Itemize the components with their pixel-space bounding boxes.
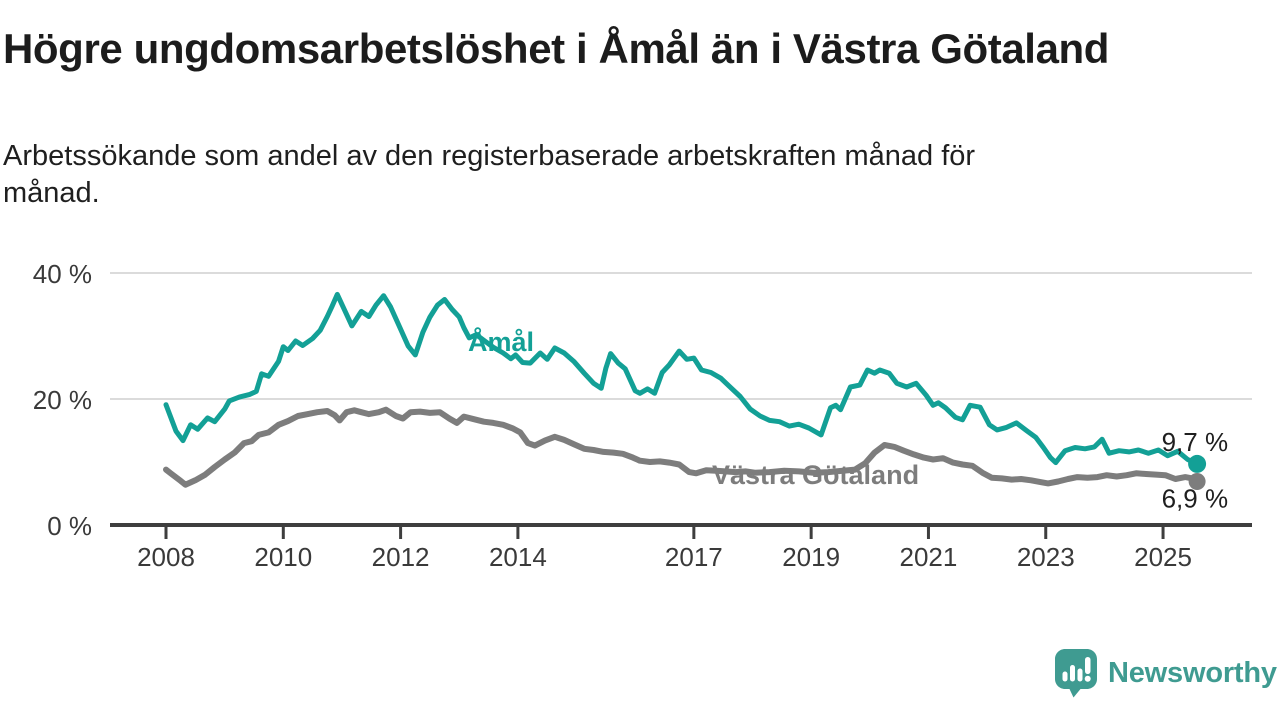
x-tick-label: 2008 — [137, 542, 195, 572]
series-end-dot-vastra-gotaland — [1188, 473, 1206, 490]
logo-bar-3 — [1077, 668, 1083, 682]
series-label-amal: Åmål — [468, 326, 534, 357]
y-tick-label: 20 % — [33, 385, 92, 415]
speech-bubble-shape — [1055, 649, 1097, 698]
chart-subtitle: Arbetssökande som andel av den registerb… — [3, 138, 1220, 212]
x-tick-label: 2023 — [1017, 542, 1075, 572]
newsworthy-logo-text: Newsworthy — [1108, 656, 1277, 689]
series-line-vastra-gotaland — [163, 406, 1201, 488]
end-value-label-vastra-gotaland: 6,9 % — [1162, 484, 1229, 514]
logo-bar-1 — [1062, 671, 1068, 682]
series-end-dot-amal — [1188, 454, 1207, 473]
unemployment-line-chart: 40 % 20 % 0 % 2008 2010 2012 2014 2017 2019 2021 2… — [33, 259, 1252, 572]
x-tick-label: 2025 — [1134, 542, 1192, 572]
y-tick-label: 0 % — [47, 511, 92, 541]
logo-exclamation-bar — [1085, 657, 1091, 674]
end-value-label-amal: 9,7 % — [1162, 427, 1229, 457]
x-tick-label: 2021 — [900, 542, 958, 572]
x-tick-label: 2019 — [782, 542, 840, 572]
newsworthy-logo-icon — [1055, 649, 1097, 698]
x-tick-label: 2012 — [372, 542, 430, 572]
x-tick-label: 2017 — [665, 542, 723, 572]
page-title: Högre ungdomsarbetslöshet i Åmål än i Vä… — [3, 25, 1110, 72]
subtitle-line-1: Arbetssökande som andel av den registerb… — [3, 140, 976, 172]
series-line-amal — [163, 291, 1200, 467]
newsworthy-logo: Newsworthy — [1054, 648, 1277, 698]
subtitle-line-2: månad. — [3, 177, 100, 209]
logo-bar-2 — [1070, 665, 1075, 682]
y-tick-label: 40 % — [33, 259, 92, 289]
x-tick-label: 2010 — [254, 542, 312, 572]
logo-exclamation-dot — [1084, 675, 1091, 682]
x-tick-label: 2014 — [489, 542, 547, 572]
series-label-vastra-gotaland: Västra Götaland — [712, 460, 919, 490]
